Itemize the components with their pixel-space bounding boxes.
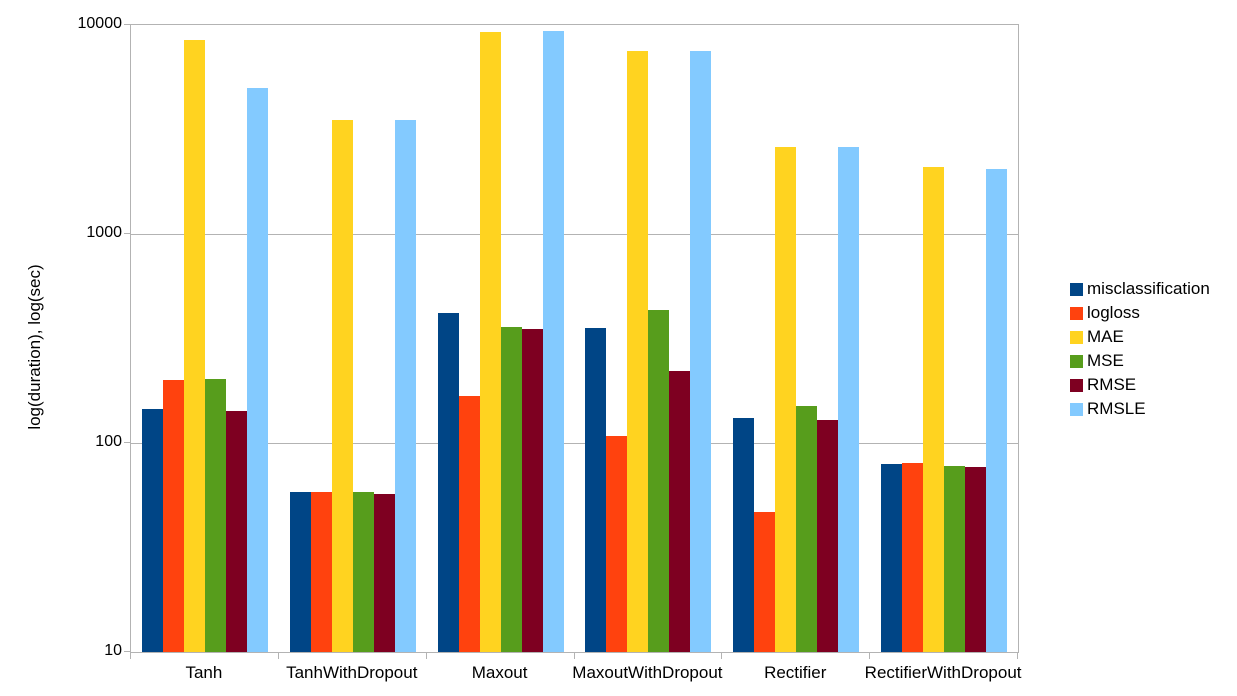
bar-mse-rectifier	[796, 406, 818, 652]
x-tick-4	[721, 652, 723, 659]
bar-mse-tanhwithdropout	[352, 492, 374, 652]
legend-label-misclassification: misclassification	[1087, 279, 1210, 298]
legend-swatch-rmsle-icon	[1070, 402, 1083, 416]
y-tick-label-10: 10	[104, 642, 122, 659]
y-axis-title: log(duration), log(sec)	[25, 264, 44, 430]
bar-misclassification-rectifier	[733, 418, 755, 652]
legend-swatch-mae-icon	[1070, 330, 1083, 344]
legend: misclassification logloss MAE MSE RMSE RMSLE	[1070, 277, 1210, 421]
x-tick-0	[130, 652, 131, 659]
bar-misclassification-tanhwithdropout	[289, 492, 311, 652]
x-tick-1	[277, 652, 279, 659]
y-tick-10000	[124, 24, 131, 25]
gridline-100	[131, 443, 1018, 444]
y-tick-10	[124, 651, 131, 652]
legend-item-mse: MSE	[1070, 349, 1210, 373]
category-label-rectifierwithdropout: RectifierWithDropout	[864, 663, 1022, 682]
bar-misclassification-rectifierwithdropout	[881, 464, 903, 652]
legend-item-rmsle: RMSLE	[1070, 397, 1210, 421]
category-label-maxout: Maxout	[471, 663, 528, 682]
legend-label-logloss: logloss	[1087, 303, 1140, 322]
y-tick-label-100: 100	[95, 433, 122, 450]
bar-logloss-maxout	[458, 395, 480, 652]
y-tick-label-10000: 10000	[77, 15, 123, 32]
legend-swatch-rmse-icon	[1070, 378, 1083, 392]
category-label-rectifier: Rectifier	[764, 663, 827, 682]
bar-rmsle-tanhwithdropout	[394, 119, 416, 652]
category-label-tanh: Tanh	[185, 663, 223, 682]
bar-logloss-rectifier	[754, 511, 776, 652]
bar-rmsle-rectifierwithdropout	[986, 168, 1008, 652]
bar-rmse-tanhwithdropout	[373, 494, 395, 652]
x-tick-5	[869, 652, 871, 659]
bar-rmsle-tanh	[246, 87, 268, 652]
x-tick-2	[425, 652, 427, 659]
legend-label-rmse: RMSE	[1087, 375, 1137, 394]
bar-mae-rectifierwithdropout	[923, 166, 945, 652]
legend-item-rmse: RMSE	[1070, 373, 1210, 397]
bar-mae-maxoutwithdropout	[627, 51, 649, 652]
bar-misclassification-tanh	[141, 409, 163, 652]
x-tick-6	[1017, 652, 1018, 659]
bar-misclassification-maxout	[437, 312, 459, 652]
category-label-tanhwithdropout: TanhWithDropout	[286, 663, 418, 682]
y-tick-label-1000: 1000	[86, 224, 122, 241]
bar-mse-tanh	[204, 378, 226, 652]
legend-item-logloss: logloss	[1070, 301, 1210, 325]
bar-misclassification-maxoutwithdropout	[585, 328, 607, 652]
bar-mae-tanhwithdropout	[331, 120, 353, 652]
legend-label-mse: MSE	[1087, 351, 1124, 370]
bar-logloss-tanhwithdropout	[310, 492, 332, 652]
legend-label-rmsle: RMSLE	[1087, 399, 1146, 418]
legend-swatch-mse-icon	[1070, 354, 1083, 368]
bar-mse-rectifierwithdropout	[944, 465, 966, 652]
x-tick-3	[573, 652, 575, 659]
legend-item-mae: MAE	[1070, 325, 1210, 349]
y-tick-1000	[124, 233, 131, 234]
bar-mae-maxout	[479, 31, 501, 652]
bar-rmsle-rectifier	[838, 147, 860, 652]
bar-rmse-rectifierwithdropout	[965, 466, 987, 652]
bar-mae-rectifier	[775, 147, 797, 652]
gridline-1000	[131, 234, 1018, 235]
bar-mae-tanh	[183, 39, 205, 652]
category-label-maxoutwithdropout: MaxoutWithDropout	[572, 663, 723, 682]
legend-swatch-misclassification-icon	[1070, 282, 1083, 296]
bar-logloss-tanh	[162, 380, 184, 652]
bar-logloss-rectifierwithdropout	[902, 463, 924, 652]
bar-mse-maxout	[500, 326, 522, 652]
plot-area	[130, 24, 1019, 653]
bar-rmsle-maxoutwithdropout	[690, 51, 712, 652]
bar-rmse-rectifier	[817, 419, 839, 652]
y-tick-100	[124, 442, 131, 443]
bar-mse-maxoutwithdropout	[648, 309, 670, 652]
bar-rmsle-maxout	[542, 30, 564, 652]
legend-item-misclassification: misclassification	[1070, 277, 1210, 301]
bar-logloss-maxoutwithdropout	[606, 436, 628, 652]
bar-rmse-tanh	[225, 411, 247, 652]
legend-swatch-logloss-icon	[1070, 306, 1083, 320]
bar-rmse-maxoutwithdropout	[669, 370, 691, 652]
legend-label-mae: MAE	[1087, 327, 1124, 346]
bar-rmse-maxout	[521, 329, 543, 652]
